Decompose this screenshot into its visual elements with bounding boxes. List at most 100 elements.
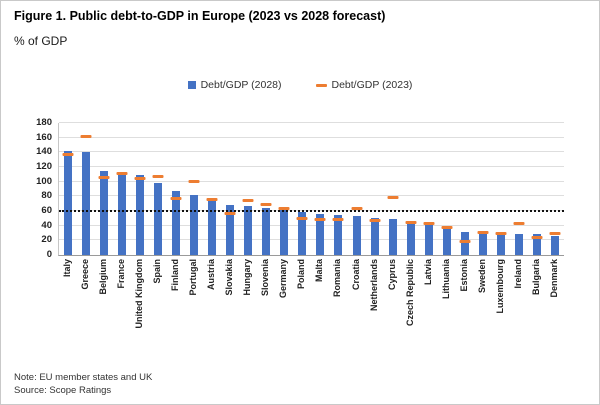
gridline-160 [59, 136, 564, 138]
x-label-cyprus: Cyprus [386, 259, 397, 291]
y-tick-label-140: 140 [36, 146, 52, 158]
bar-slot-bulgaria [528, 123, 546, 255]
x-label-united-kingdom: United Kingdom [134, 259, 145, 329]
dash-2023-czech-republic [405, 221, 417, 225]
bar-slot-cyprus [384, 123, 402, 255]
dash-2023-cyprus [387, 196, 399, 200]
x-label-finland: Finland [170, 259, 181, 291]
bar-slot-slovakia [221, 123, 239, 255]
x-label-slot-belgium: Belgium [94, 259, 112, 359]
bar-2028-finland [172, 191, 181, 255]
plot-area [58, 122, 564, 256]
x-label-sweden: Sweden [476, 259, 487, 294]
bar-slot-malta [311, 123, 329, 255]
x-label-slot-germany: Germany [274, 259, 292, 359]
bar-slot-croatia [348, 123, 366, 255]
dash-2023-united-kingdom [134, 177, 146, 181]
x-label-czech-republic: Czech Republic [404, 259, 415, 327]
figure-note: Note: EU member states and UK [14, 372, 153, 383]
x-label-slot-hungary: Hungary [238, 259, 256, 359]
bar-slot-germany [275, 123, 293, 255]
dash-2023-luxembourg [495, 232, 507, 236]
x-label-lithuania: Lithuania [440, 259, 451, 299]
legend-square-marker-2028 [187, 81, 196, 89]
figure-subtitle: % of GDP [14, 34, 68, 48]
bar-2028-slovenia [262, 208, 271, 255]
x-label-luxembourg: Luxembourg [494, 259, 505, 314]
x-label-denmark: Denmark [548, 259, 559, 298]
bar-slot-luxembourg [492, 123, 510, 255]
bar-slot-finland [167, 123, 185, 255]
bar-slot-netherlands [366, 123, 384, 255]
x-label-latvia: Latvia [422, 259, 433, 286]
y-tick-label-80: 80 [41, 190, 52, 202]
figure-source: Source: Scope Ratings [14, 385, 112, 396]
bar-2028-sweden [478, 233, 487, 255]
y-tick-label-0: 0 [46, 249, 52, 260]
y-tick-label-160: 160 [36, 131, 52, 143]
x-label-slot-austria: Austria [202, 259, 220, 359]
bar-2028-austria [208, 198, 217, 255]
chart-legend: Debt/GDP (2028) Debt/GDP (2023) [1, 79, 599, 91]
x-label-slovakia: Slovakia [224, 259, 235, 296]
bar-slot-ireland [510, 123, 528, 255]
x-label-slot-france: France [112, 259, 130, 359]
x-label-slot-latvia: Latvia [419, 259, 437, 359]
gridline-180 [59, 122, 564, 123]
y-tick-label-100: 100 [36, 175, 52, 187]
y-axis-labels: 0 20 40 60 80 100 120 140 160 180 [1, 117, 52, 260]
y-tick-label-40: 40 [41, 219, 52, 231]
bar-slot-italy [59, 123, 77, 255]
dash-2023-italy [62, 153, 74, 157]
x-label-slot-portugal: Portugal [184, 259, 202, 359]
dash-2023-germany [278, 206, 290, 210]
dash-2023-denmark [549, 231, 561, 235]
bar-2028-croatia [352, 216, 361, 255]
x-label-slot-romania: Romania [328, 259, 346, 359]
gridline-20 [59, 239, 564, 241]
x-label-slot-estonia: Estonia [455, 259, 473, 359]
debt-threshold-line-60 [59, 210, 564, 212]
bar-2028-latvia [424, 224, 433, 255]
dash-2023-bulgaria [531, 235, 543, 239]
bar-2028-lithuania [442, 229, 451, 255]
x-label-austria: Austria [206, 259, 217, 291]
bar-slot-greece [77, 123, 95, 255]
dash-2023-spain [152, 175, 164, 179]
bar-slot-czech-republic [402, 123, 420, 255]
bar-2028-poland [298, 212, 307, 255]
dash-2023-portugal [188, 180, 200, 184]
bar-slot-portugal [185, 123, 203, 255]
bar-2028-netherlands [370, 218, 379, 255]
x-label-romania: Romania [332, 259, 343, 298]
dash-2023-croatia [351, 206, 363, 210]
gridline-100 [59, 180, 564, 182]
x-label-poland: Poland [296, 259, 307, 290]
y-tick-label-20: 20 [41, 234, 52, 246]
bar-2028-slovakia [226, 205, 235, 255]
x-label-france: France [116, 259, 127, 289]
bar-2028-estonia [460, 232, 469, 255]
bar-2028-france [118, 172, 127, 255]
x-label-slot-sweden: Sweden [473, 259, 491, 359]
x-label-bulgaria: Bulgaria [530, 259, 541, 296]
dash-2023-austria [206, 197, 218, 201]
dash-2023-netherlands [369, 219, 381, 223]
x-label-italy: Italy [62, 259, 73, 278]
legend-dash-marker-2023 [315, 83, 327, 87]
bar-2028-luxembourg [496, 233, 505, 255]
x-label-slot-netherlands: Netherlands [365, 259, 383, 359]
bar-slot-latvia [420, 123, 438, 255]
x-label-slot-luxembourg: Luxembourg [491, 259, 509, 359]
x-label-hungary: Hungary [242, 259, 253, 296]
legend-item-2028: Debt/GDP (2028) [187, 79, 282, 91]
legend-label-2023: Debt/GDP (2023) [331, 79, 413, 91]
x-axis-labels: Italy Greece Belgium France United Kingdom Sp… [58, 259, 563, 359]
x-label-greece: Greece [80, 259, 91, 290]
bar-2028-spain [154, 183, 163, 255]
x-label-slot-croatia: Croatia [347, 259, 365, 359]
bar-2028-romania [334, 215, 343, 255]
x-label-malta: Malta [314, 259, 325, 283]
bar-2028-hungary [244, 205, 253, 255]
